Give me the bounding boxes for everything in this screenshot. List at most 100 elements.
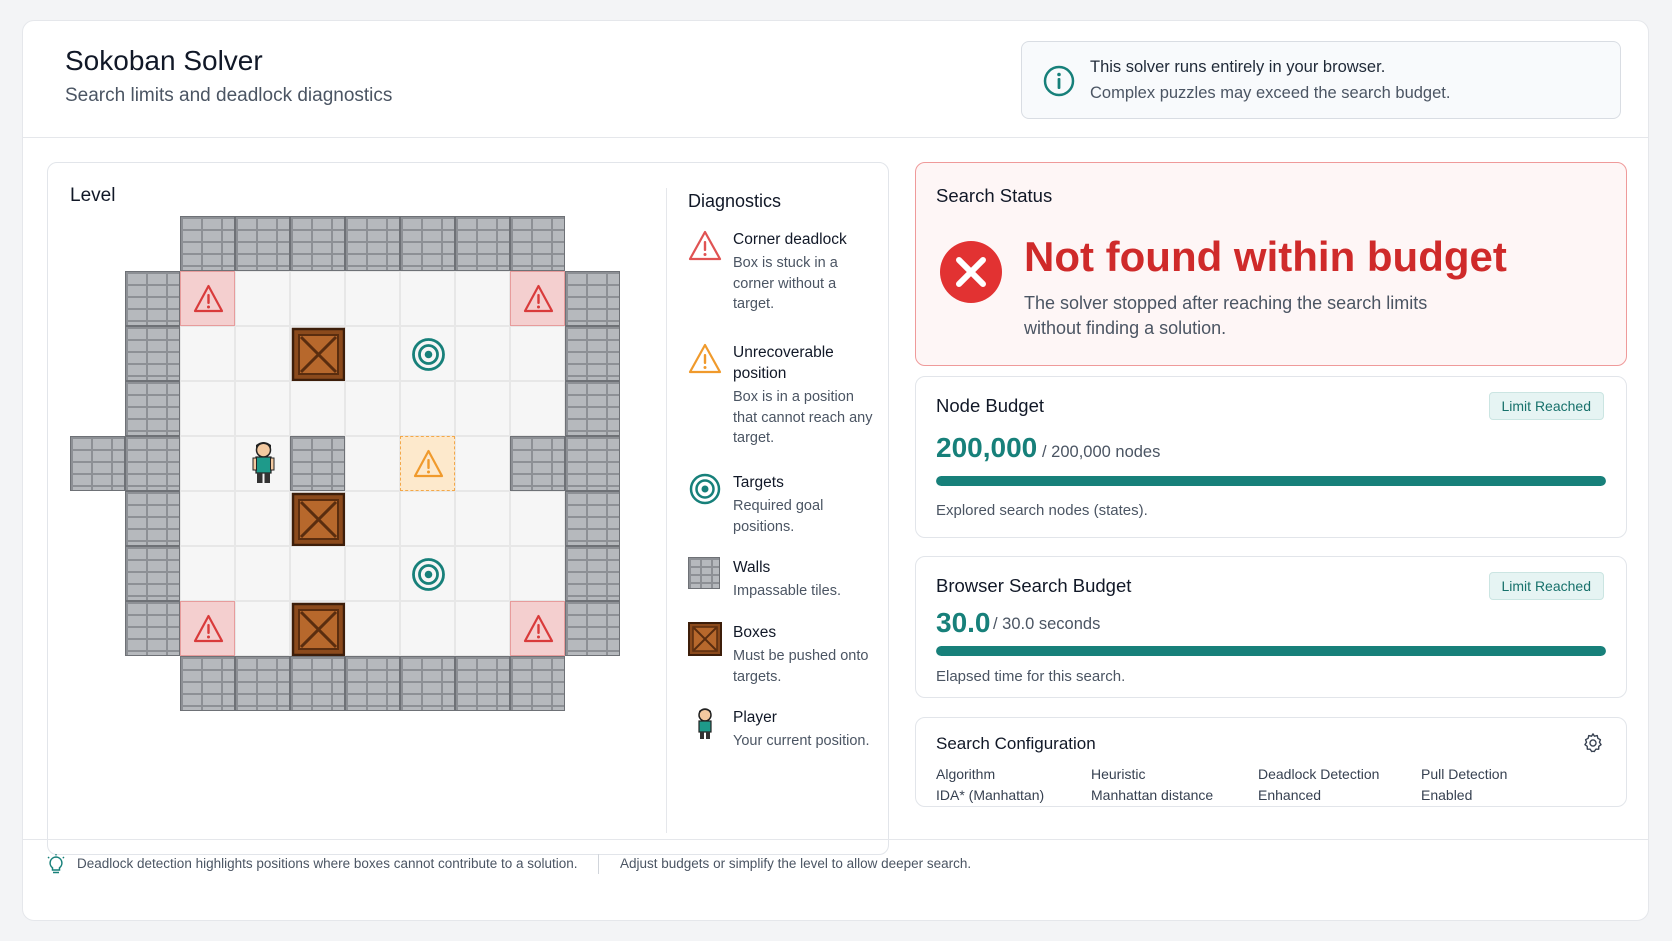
footer-tip-2: Adjust budgets or simplify the level to …	[620, 856, 972, 871]
legend-name: Boxes	[733, 624, 777, 641]
target-icon	[689, 473, 721, 505]
floor-tile	[400, 491, 455, 546]
floor-tile	[235, 546, 290, 601]
wall-tile	[235, 216, 290, 271]
node-budget-note: Explored search nodes (states).	[936, 502, 1148, 519]
floor-tile	[400, 271, 455, 326]
legend-name: Corner deadlock	[733, 231, 847, 248]
floor-tile	[180, 546, 235, 601]
floor-tile	[510, 326, 565, 381]
floor-tile	[345, 271, 400, 326]
wall-tile	[70, 436, 125, 491]
floor-tile	[235, 326, 290, 381]
legend-desc: Your current position.	[733, 733, 870, 749]
box-icon	[688, 622, 722, 656]
wall-tile	[125, 601, 180, 656]
wall-tile	[400, 656, 455, 711]
config-value: IDA* (Manhattan)	[936, 787, 1045, 803]
warning-red-icon	[688, 230, 722, 261]
wall-tile	[125, 271, 180, 326]
floor-tile	[455, 601, 510, 656]
floor-tile	[180, 436, 235, 491]
legend-desc: Must be pushed onto targets.	[733, 648, 869, 685]
time-budget-of: / 30.0 seconds	[993, 615, 1101, 633]
wall-tile	[565, 546, 620, 601]
time-limit-badge: Limit Reached	[1488, 572, 1604, 600]
floor-tile	[235, 381, 290, 436]
status-label: Search Status	[936, 185, 1053, 206]
time-budget-title: Browser Search Budget	[936, 575, 1132, 596]
legend-desc: Box is stuck in a corner without a targe…	[733, 255, 838, 312]
wall-tile	[565, 271, 620, 326]
floor-tile	[345, 601, 400, 656]
target-tile	[400, 326, 455, 381]
page-subtitle: Search limits and deadlock diagnostics	[65, 85, 393, 106]
config-title: Search Configuration	[936, 734, 1096, 753]
floor-tile	[180, 326, 235, 381]
status-headline: Not found within budget	[1024, 233, 1507, 280]
floor-tile	[290, 546, 345, 601]
config-label: Deadlock Detection	[1258, 766, 1380, 782]
wall-tile	[180, 216, 235, 271]
wall-tile	[510, 436, 565, 491]
config-label: Algorithm	[936, 766, 996, 782]
floor-tile	[455, 436, 510, 491]
corner-deadlock-tile	[180, 601, 235, 656]
config-heuristic: Heuristic Manhattan distance	[1091, 764, 1213, 806]
wall-tile	[565, 381, 620, 436]
box-tile	[290, 326, 346, 382]
floor-tile	[455, 381, 510, 436]
floor-tile	[235, 491, 290, 546]
config-algorithm: Algorithm IDA* (Manhattan)	[936, 764, 1044, 806]
info-banner: This solver runs entirely in your browse…	[1021, 41, 1621, 119]
footer-tip-1: Deadlock detection highlights positions …	[77, 856, 578, 871]
corner-deadlock-tile	[510, 271, 565, 326]
config-value: Enabled	[1421, 787, 1473, 803]
wall-tile	[565, 601, 620, 656]
node-budget-fill	[936, 476, 1606, 486]
wall-tile	[125, 381, 180, 436]
gear-icon[interactable]	[1582, 732, 1604, 754]
config-value: Enhanced	[1258, 787, 1322, 803]
wall-tile	[125, 546, 180, 601]
header: Sokoban Solver Search limits and deadloc…	[23, 21, 1648, 138]
floor-tile	[400, 381, 455, 436]
wall-tile	[290, 216, 345, 271]
wall-tile	[345, 216, 400, 271]
wall-tile	[510, 656, 565, 711]
error-x-icon	[940, 241, 1002, 303]
player-tile	[235, 436, 290, 491]
info-line-1: This solver runs entirely in your browse…	[1090, 58, 1386, 76]
search-config-card: Search Configuration Algorithm IDA* (Man…	[915, 717, 1627, 807]
legend-name: Walls	[733, 559, 771, 576]
app-frame: Sokoban Solver Search limits and deadloc…	[22, 20, 1649, 921]
time-budget-value: 30.0	[936, 607, 991, 638]
config-value: Manhattan distance	[1091, 787, 1214, 803]
sokoban-board[interactable]	[70, 216, 636, 756]
wall-tile	[565, 436, 620, 491]
wall-tile	[455, 216, 510, 271]
floor-tile	[455, 491, 510, 546]
diagnostics-title: Diagnostics	[688, 191, 782, 211]
config-label: Pull Detection	[1421, 766, 1508, 782]
box-tile	[290, 601, 346, 657]
legend-name: Player	[733, 709, 777, 726]
warning-orange-icon	[688, 343, 722, 374]
wall-tile	[565, 326, 620, 381]
box-tile	[290, 491, 346, 547]
floor-tile	[455, 546, 510, 601]
node-limit-badge: Limit Reached	[1488, 392, 1604, 420]
floor-tile	[290, 271, 345, 326]
floor-tile	[180, 491, 235, 546]
legend-divider	[666, 188, 667, 833]
time-budget-card: Browser Search Budget Limit Reached 30.0…	[915, 556, 1627, 698]
legend-desc: Box is in a position that cannot reach a…	[733, 389, 873, 446]
lightbulb-icon	[47, 854, 65, 874]
floor-tile	[235, 271, 290, 326]
wall-tile	[125, 436, 180, 491]
time-budget-fill	[936, 646, 1606, 656]
time-budget-note: Elapsed time for this search.	[936, 668, 1126, 685]
level-label: Level	[70, 185, 116, 206]
wall-tile	[290, 436, 345, 491]
floor-tile	[400, 601, 455, 656]
